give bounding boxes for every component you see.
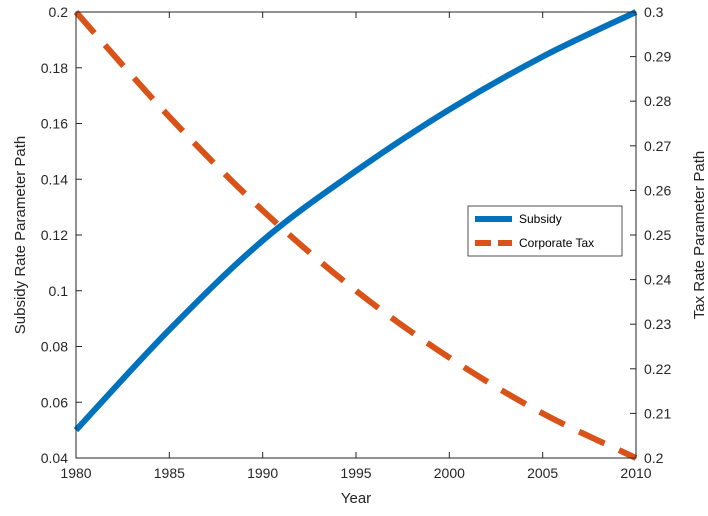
y-right-tick-label: 0.21 — [644, 405, 671, 421]
y-left-tick-label: 0.1 — [49, 283, 69, 299]
y-right-tick-label: 0.22 — [644, 361, 671, 377]
legend-label-subsidy: Subsidy — [519, 212, 562, 226]
y-right-axis-title: Tax Rate Parameter Path — [691, 151, 708, 319]
series-layer — [73, 9, 638, 461]
y-left-tick-label: 0.06 — [41, 394, 68, 410]
y-left-tick-label: 0.12 — [41, 227, 68, 243]
x-tick-label: 2000 — [434, 465, 465, 481]
series-line-subsidy — [73, 9, 638, 433]
x-axis-title: Year — [341, 490, 371, 507]
y-left-tick-label: 0.2 — [49, 4, 69, 20]
x-tick-label: 1990 — [247, 465, 278, 481]
y-left-tick-label: 0.18 — [41, 60, 68, 76]
y-right-tick-label: 0.27 — [644, 138, 671, 154]
legend-label-corporate-tax: Corporate Tax — [519, 236, 594, 250]
y-right-tick-label: 0.3 — [644, 4, 664, 20]
y-left-tick-label: 0.16 — [41, 116, 68, 132]
y-left-tick-label: 0.04 — [41, 450, 68, 466]
y-right-tick-label: 0.2 — [644, 450, 664, 466]
y-right-tick-label: 0.25 — [644, 227, 671, 243]
ticks-layer: 1980 1985 1990 1995 2000 2005 2010 0.04 0.06 0.08… — [41, 4, 672, 481]
x-tick-label: 1985 — [154, 465, 185, 481]
y-right-tick-label: 0.29 — [644, 49, 671, 65]
x-tick-label: 2010 — [620, 465, 651, 481]
legend-box — [467, 205, 623, 257]
y-right-tick-label: 0.28 — [644, 93, 671, 109]
y-left-tick-label: 0.14 — [41, 171, 68, 187]
y-right-tick-label: 0.24 — [644, 272, 671, 288]
x-tick-label: 1980 — [60, 465, 91, 481]
y-right-tick-label: 0.23 — [644, 316, 671, 332]
series-line-corporate-tax — [73, 10, 638, 461]
y-left-tick-label: 0.08 — [41, 339, 68, 355]
y-left-axis-title: Subsidy Rate Parameter Path — [12, 136, 29, 334]
legend: Subsidy Corporate Tax — [467, 205, 623, 257]
y-right-tick-label: 0.26 — [644, 182, 671, 198]
x-tick-label: 2005 — [527, 465, 558, 481]
x-tick-label: 1995 — [340, 465, 371, 481]
